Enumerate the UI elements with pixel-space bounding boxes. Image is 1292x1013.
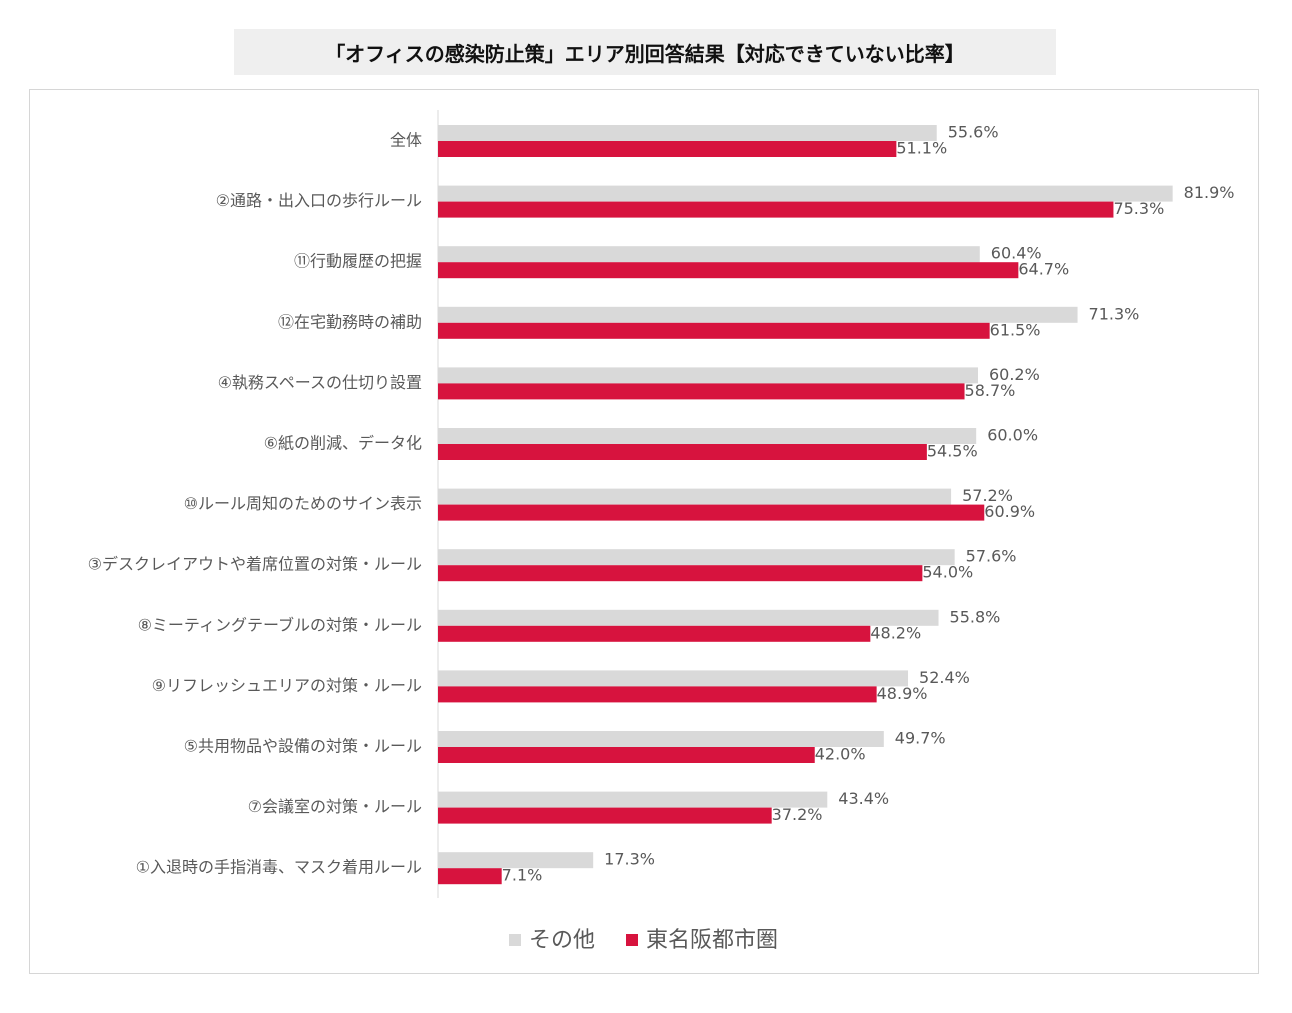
- value-label-metro: 42.0%: [815, 745, 866, 764]
- category-label: ⑥紙の削減、データ化: [264, 434, 422, 453]
- category-label: ⑧ミーティングテーブルの対策・ルール: [138, 615, 422, 634]
- bar-other: [438, 488, 952, 505]
- bar-other: [438, 428, 977, 444]
- value-label-other: 49.7%: [895, 729, 946, 748]
- chart-title: 「オフィスの感染防止策」エリア別回答結果【対応できていない比率】: [325, 41, 965, 66]
- category-label: 全体: [390, 131, 422, 150]
- bar-metro: [438, 686, 877, 703]
- bar-other: [438, 367, 978, 384]
- bar-metro: [438, 807, 772, 824]
- value-label-other: 60.2%: [989, 365, 1040, 384]
- value-label-metro: 51.1%: [896, 139, 947, 158]
- value-label-other: 60.0%: [987, 426, 1038, 445]
- bar-metro: [438, 383, 965, 400]
- category-label: ①入退時の手指消毒、マスク着用ルール: [136, 858, 422, 877]
- value-label-metro: 54.0%: [922, 563, 973, 582]
- bar-other: [438, 731, 884, 747]
- category-label: ⑨リフレッシュエリアの対策・ルール: [152, 676, 422, 695]
- bar-other: [438, 609, 939, 626]
- value-label-other: 71.3%: [1089, 304, 1140, 323]
- bar-other: [438, 549, 955, 566]
- value-label-other: 55.8%: [950, 607, 1001, 626]
- bar-metro: [438, 868, 502, 885]
- legend-label: その他: [529, 928, 595, 953]
- bar-metro: [438, 201, 1114, 218]
- value-label-other: 43.4%: [838, 789, 889, 808]
- chart-title-box: 「オフィスの感染防止策」エリア別回答結果【対応できていない比率】: [234, 29, 1056, 75]
- labels-group: 全体 55.6%51.1% ②通路・出入口の歩行ルール 81.9% 75.3% ⑪行動履歴…: [88, 123, 1235, 885]
- legend-swatch: [626, 934, 638, 946]
- bar-metro: [438, 504, 985, 521]
- category-label: ⑩ルール周知のためのサイン表示: [184, 494, 422, 513]
- category-label: ②通路・出入口の歩行ルール: [216, 191, 422, 210]
- bar-other: [438, 185, 1173, 202]
- bar-metro: [438, 747, 815, 763]
- bars-group: [438, 125, 1173, 885]
- chart-frame: [29, 89, 1259, 974]
- category-label: ⑪行動履歴の把握: [294, 252, 422, 271]
- value-label-metro: 48.9%: [877, 684, 928, 703]
- value-label-metro: 64.7%: [1018, 260, 1069, 279]
- legend: その他 東名阪都市圏: [509, 928, 778, 953]
- value-label-metro: 7.1%: [502, 866, 543, 885]
- value-label-other: 52.4%: [919, 668, 970, 687]
- value-label-metro: 37.2%: [772, 805, 823, 824]
- category-label: ⑫在宅勤務時の補助: [278, 312, 422, 331]
- value-label-metro: 60.9%: [984, 502, 1035, 521]
- value-label-metro: 48.2%: [870, 623, 921, 642]
- bar-other: [438, 670, 909, 687]
- value-label-other: 55.6%: [948, 123, 999, 142]
- value-label-other: 81.9%: [1184, 183, 1235, 202]
- value-label-other: 57.2%: [962, 486, 1013, 505]
- bar-metro: [438, 141, 897, 157]
- bar-other: [438, 125, 937, 141]
- bar-other: [438, 306, 1078, 323]
- bar-metro: [438, 565, 923, 582]
- bar-metro: [438, 625, 871, 642]
- category-label: ④執務スペースの仕切り設置: [218, 373, 422, 392]
- bar-other: [438, 791, 828, 808]
- value-label-other: 60.4%: [991, 244, 1042, 263]
- value-label-metro: 58.7%: [965, 381, 1016, 400]
- category-label: ⑦会議室の対策・ルール: [248, 797, 422, 816]
- bar-metro: [438, 322, 990, 339]
- value-label-other: 57.6%: [966, 547, 1017, 566]
- value-label-metro: 61.5%: [990, 320, 1041, 339]
- bar-metro: [438, 444, 927, 460]
- category-label: ③デスクレイアウトや着席位置の対策・ルール: [88, 555, 422, 574]
- value-label-metro: 54.5%: [927, 442, 978, 461]
- value-label-other: 17.3%: [604, 850, 655, 869]
- category-label: ⑤共用物品や設備の対策・ルール: [184, 737, 422, 756]
- legend-label: 東名阪都市圏: [646, 928, 778, 953]
- legend-swatch: [509, 934, 521, 946]
- bar-metro: [438, 262, 1019, 279]
- bar-other: [438, 852, 594, 869]
- value-label-metro: 75.3%: [1113, 199, 1164, 218]
- bar-other: [438, 246, 980, 263]
